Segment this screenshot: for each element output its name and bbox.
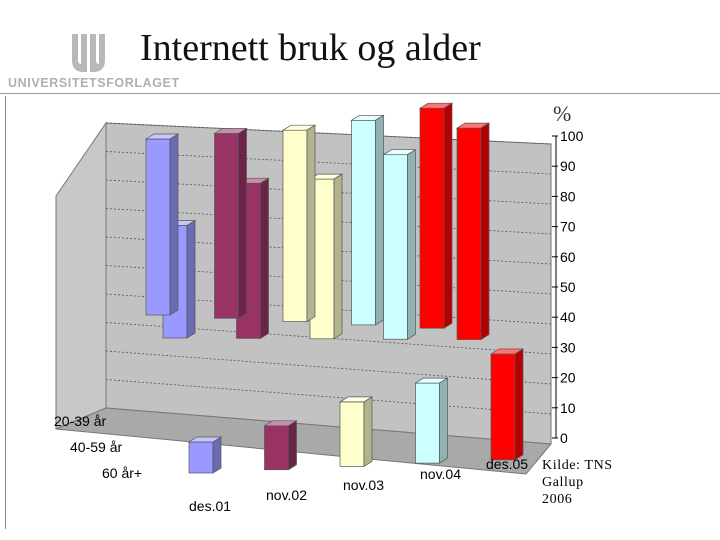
bar: [456, 127, 482, 340]
bar: [214, 133, 239, 319]
bar-side: [514, 348, 524, 461]
header-divider: [0, 93, 720, 94]
y-tick-label: 0: [560, 430, 568, 446]
bar-side: [363, 396, 373, 468]
y-tick-label: 40: [560, 309, 576, 325]
y-tick-label: 90: [560, 158, 576, 174]
chart-area: 0 10 20 30 40 50 60 70 80 90 100% des.01 nov.02 nov.0…: [5, 96, 626, 529]
bar-side: [480, 122, 490, 341]
source-note-line: Gallup: [542, 475, 584, 490]
y-tick-label: 30: [560, 339, 576, 355]
series-label: 20-39 år: [54, 413, 106, 429]
bar-side: [260, 177, 269, 340]
bar: [264, 425, 289, 471]
bar-side: [238, 127, 247, 319]
bar: [419, 107, 445, 329]
y-axis-unit-label: %: [553, 101, 571, 126]
bar-side: [407, 149, 416, 340]
source-note-line: Kilde: TNS: [542, 458, 613, 473]
bar-side: [288, 420, 297, 471]
bar: [282, 129, 308, 322]
bar: [145, 138, 171, 316]
series-label: 40-59 år: [70, 439, 122, 455]
bar-side: [443, 102, 453, 329]
slide-title: Internett bruk og alder: [140, 27, 481, 69]
slide-header: UNIVERSITETSFORLAGET Internett bruk og a…: [0, 0, 720, 96]
source-note-line: 2006: [542, 492, 573, 507]
y-tick-label: 50: [560, 279, 576, 295]
x-tick-label: nov.04: [420, 466, 461, 482]
bar-side: [169, 133, 179, 316]
x-tick-label: des.05: [486, 456, 528, 472]
bar: [383, 154, 408, 340]
x-tick-label: des.01: [189, 498, 231, 514]
x-tick-label: nov.02: [266, 487, 307, 503]
column-chart-3d: 0 10 20 30 40 50 60 70 80 90 100% des.01 nov.02 nov.0…: [54, 101, 584, 514]
logo-text: UNIVERSITETSFORLAGET: [8, 76, 180, 90]
bar: [351, 119, 376, 326]
bar-side: [439, 377, 448, 464]
source-note: Kilde: TNS Gallup 2006: [542, 457, 632, 508]
y-tick-label: 100: [560, 128, 584, 144]
bar: [490, 353, 516, 461]
y-tick-label: 60: [560, 249, 576, 265]
y-tick-label: 70: [560, 219, 576, 235]
bar: [188, 441, 214, 474]
y-tick-label: 80: [560, 188, 576, 204]
bar-side: [375, 114, 384, 326]
side-wall: [55, 121, 107, 430]
bar-side: [212, 436, 222, 474]
y-tick-label: 20: [560, 370, 576, 386]
series-label: 60 år+: [102, 465, 142, 481]
y-tick-label: 10: [560, 400, 576, 416]
bar-side: [333, 173, 343, 340]
universitetsforlaget-logo-icon: [72, 34, 105, 72]
bar-side: [306, 124, 316, 323]
bar: [339, 401, 365, 467]
bar-side: [186, 219, 196, 339]
x-tick-label: nov.03: [343, 477, 384, 493]
bar: [415, 382, 440, 464]
